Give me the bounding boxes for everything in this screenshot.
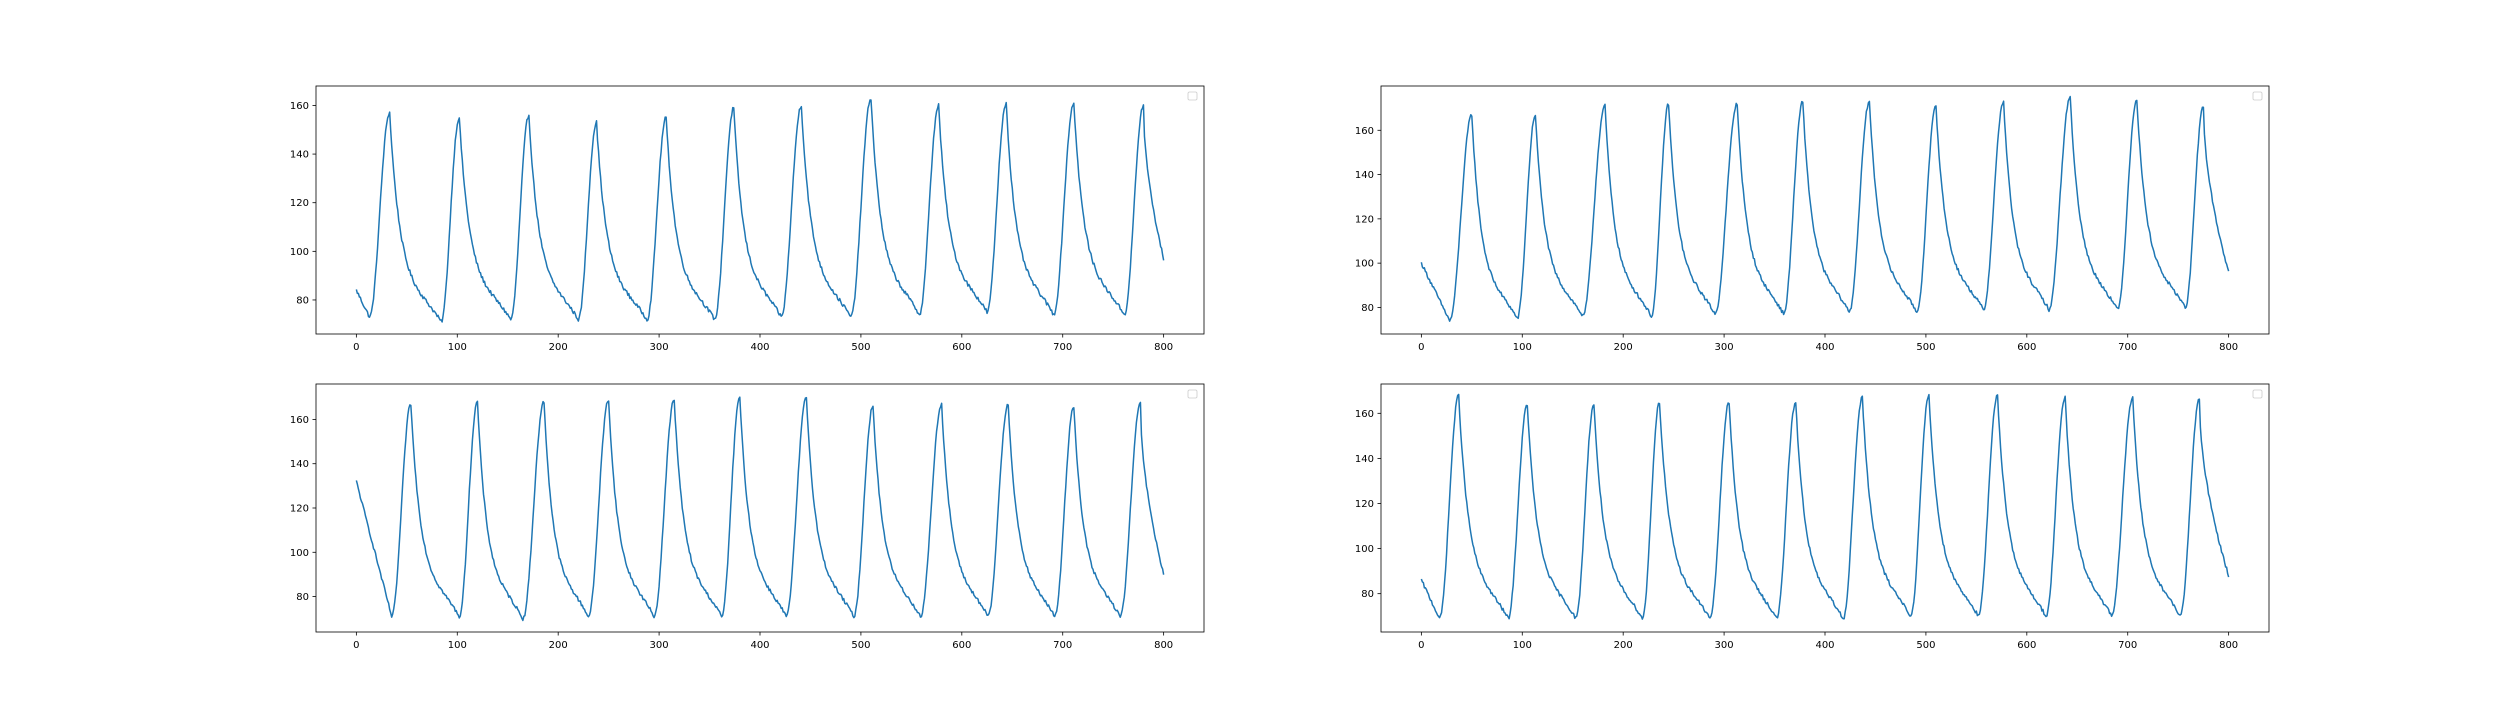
x-tick-label: 700 [1053, 640, 1072, 651]
x-tick-label: 400 [750, 640, 769, 651]
series-line [355, 99, 1165, 323]
subplot-top-right: 0 100 200 300 400 500 600 700 800 80 100 120 140 160 [1355, 85, 2270, 353]
y-tick-label: 120 [290, 198, 309, 209]
y-tick-label: 100 [290, 247, 309, 258]
y-tick-label: 100 [290, 548, 309, 559]
x-tick-label: 0 [1418, 640, 1424, 651]
subplot-top-left: 0 100 200 300 400 500 600 700 800 80 100 120 140 160 [290, 85, 1205, 353]
y-tick-label: 140 [290, 150, 309, 161]
x-tick-label: 100 [1513, 640, 1532, 651]
y-tick-label: 160 [290, 101, 309, 112]
x-tick-label: 400 [1815, 342, 1834, 353]
x-tick-label: 500 [851, 640, 870, 651]
subplot-bottom-right: 0 100 200 300 400 500 600 700 800 80 100 120 140 160 [1355, 383, 2270, 651]
x-tick-label: 500 [1916, 342, 1935, 353]
series-line [1420, 95, 2230, 322]
y-tick-label: 80 [1361, 303, 1374, 314]
x-tick-label: 700 [1053, 342, 1072, 353]
x-tick-label: 400 [750, 342, 769, 353]
x-tick-label: 0 [353, 640, 359, 651]
legend-box [1187, 91, 1198, 101]
series-line [355, 396, 1165, 622]
x-tick-label: 0 [353, 342, 359, 353]
x-tick-label: 200 [1614, 640, 1633, 651]
x-tick-label: 700 [2118, 640, 2137, 651]
x-tick-label: 400 [1815, 640, 1834, 651]
x-tick-label: 100 [448, 342, 467, 353]
x-tick-label: 300 [1715, 342, 1734, 353]
x-tick-label: 500 [851, 342, 870, 353]
x-tick-label: 200 [1614, 342, 1633, 353]
legend-box [1187, 389, 1198, 399]
x-tick-label: 600 [952, 640, 971, 651]
y-tick-label: 140 [1355, 454, 1374, 465]
x-tick-label: 800 [2219, 640, 2238, 651]
x-tick-label: 0 [1418, 342, 1424, 353]
y-tick-label: 160 [290, 415, 309, 426]
y-tick-label: 100 [1355, 544, 1374, 555]
y-tick-label: 140 [290, 459, 309, 470]
y-tick-label: 140 [1355, 170, 1374, 181]
x-tick-label: 800 [1154, 640, 1173, 651]
x-tick-label: 200 [549, 342, 568, 353]
x-tick-label: 300 [650, 342, 669, 353]
y-tick-label: 120 [1355, 214, 1374, 225]
x-tick-label: 300 [1715, 640, 1734, 651]
x-tick-label: 600 [952, 342, 971, 353]
y-tick-label: 80 [296, 295, 309, 306]
x-tick-label: 800 [1154, 342, 1173, 353]
y-tick-label: 80 [1361, 589, 1374, 600]
y-tick-label: 160 [1355, 409, 1374, 420]
x-tick-label: 300 [650, 640, 669, 651]
x-tick-label: 700 [2118, 342, 2137, 353]
x-tick-label: 500 [1916, 640, 1935, 651]
y-tick-label: 160 [1355, 126, 1374, 137]
x-tick-label: 600 [2017, 342, 2036, 353]
legend-box [2252, 91, 2263, 101]
y-tick-label: 120 [1355, 499, 1374, 510]
x-tick-label: 100 [1513, 342, 1532, 353]
x-tick-label: 200 [549, 640, 568, 651]
x-tick-label: 100 [448, 640, 467, 651]
legend-box [2252, 389, 2263, 399]
series-line [1420, 393, 2230, 620]
x-tick-label: 800 [2219, 342, 2238, 353]
y-tick-label: 120 [290, 504, 309, 515]
y-tick-label: 100 [1355, 259, 1374, 270]
subplot-bottom-left: 0 100 200 300 400 500 600 700 800 80 100 120 140 160 [290, 383, 1205, 651]
x-tick-label: 600 [2017, 640, 2036, 651]
y-tick-label: 80 [296, 592, 309, 603]
